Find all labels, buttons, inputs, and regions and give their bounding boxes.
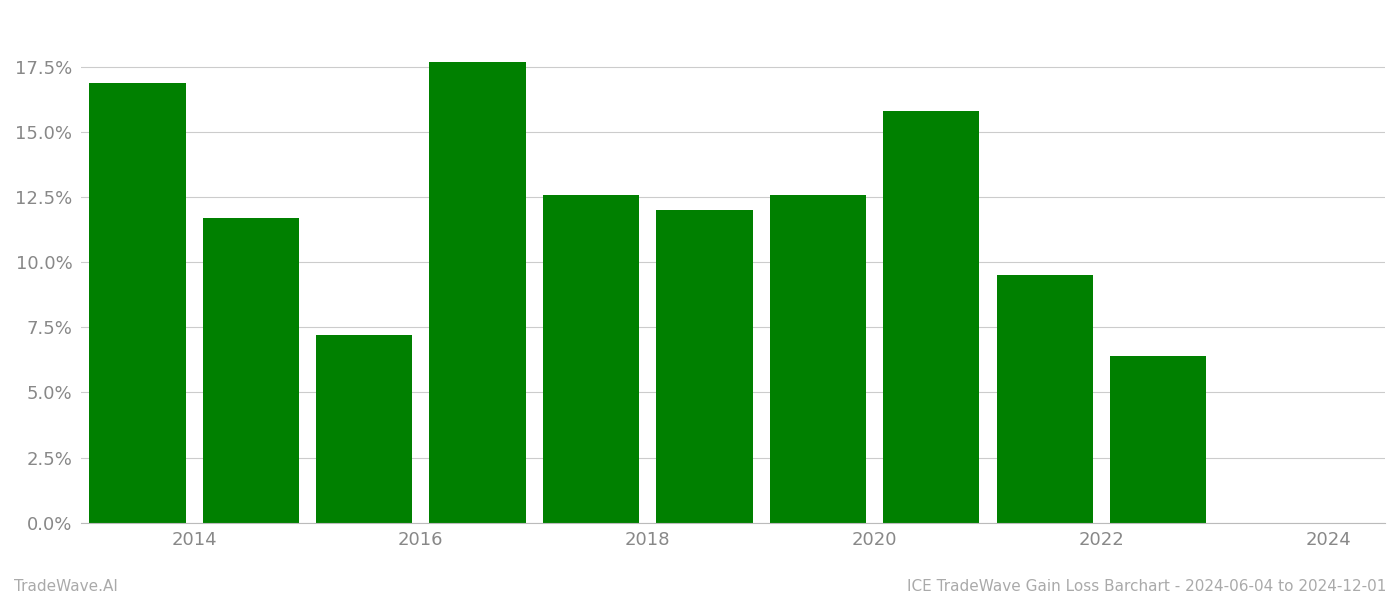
Bar [90,83,186,523]
Bar [883,112,980,523]
Bar [1110,356,1207,523]
Bar [997,275,1093,523]
Bar [543,194,640,523]
Bar [316,335,413,523]
Bar [430,62,526,523]
Bar [657,210,753,523]
Bar [770,194,867,523]
Text: TradeWave.AI: TradeWave.AI [14,579,118,594]
Bar [203,218,300,523]
Text: ICE TradeWave Gain Loss Barchart - 2024-06-04 to 2024-12-01: ICE TradeWave Gain Loss Barchart - 2024-… [907,579,1386,594]
